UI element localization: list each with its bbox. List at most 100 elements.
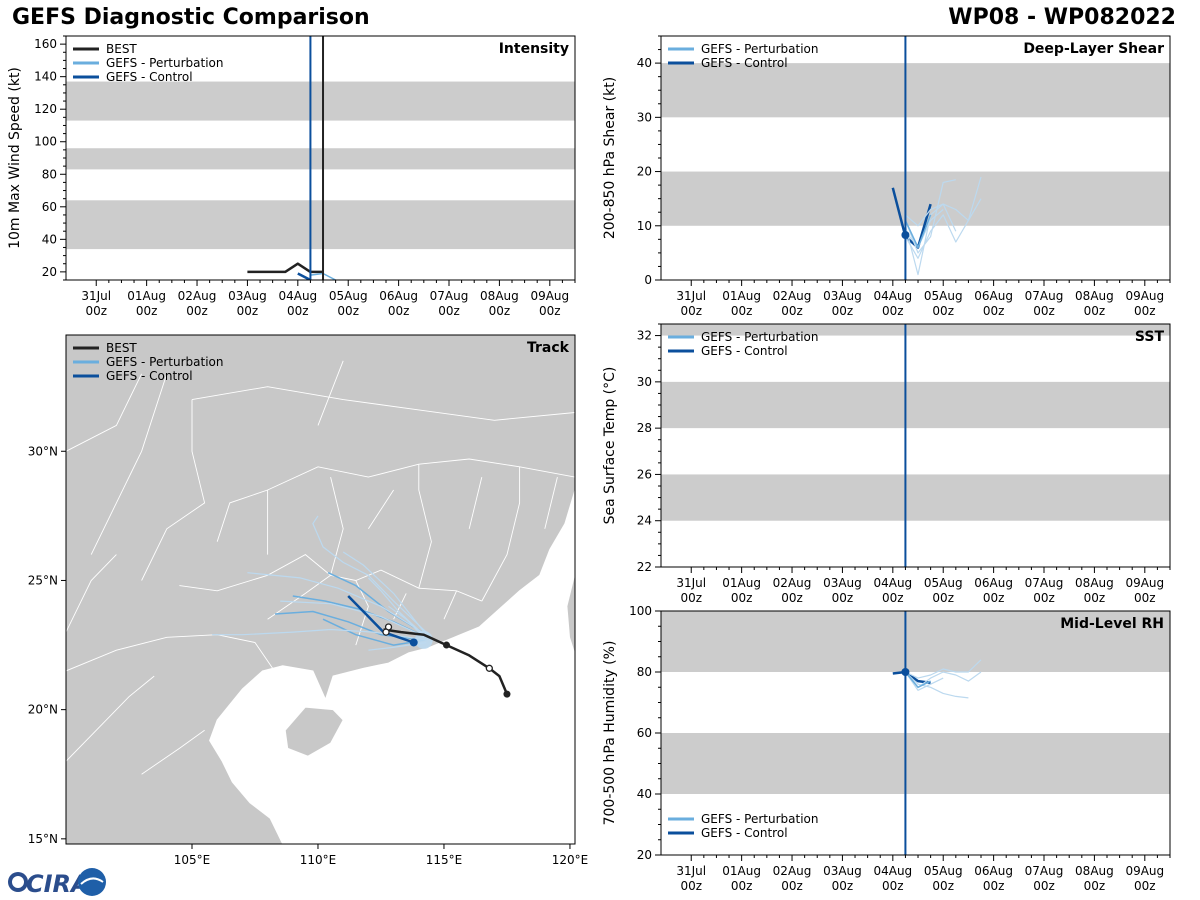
x-tick-label-hour: 00z (1033, 591, 1055, 605)
x-tick-label-hour: 00z (1134, 879, 1156, 893)
legend-label: GEFS - Control (701, 826, 788, 840)
perturbation-line (904, 671, 969, 699)
x-tick-label-date: 02Aug (773, 289, 812, 303)
rh-panel-title: Mid-Level RH (1060, 616, 1164, 632)
y-tick-label: 160 (34, 37, 57, 51)
perturbation-track (342, 551, 427, 636)
admin-border (179, 554, 482, 602)
perturbation-line (904, 671, 931, 689)
x-tick-label-date: 04Aug (873, 864, 912, 878)
perturbation-line (904, 214, 932, 249)
x-tick-label-date: 07Aug (1025, 289, 1064, 303)
x-tick-label: 115°E (426, 853, 463, 867)
x-tick-label-date: 06Aug (974, 289, 1013, 303)
x-tick-label-hour: 00z (983, 304, 1005, 318)
cira-logo: CIRA (6, 866, 106, 898)
admin-border (418, 464, 432, 589)
x-tick-label-date: 09Aug (530, 289, 569, 303)
category-band (661, 171, 1170, 226)
x-tick-label: 120°E (552, 853, 589, 867)
track-plot-area (66, 335, 575, 844)
y-tick-label: 0 (644, 273, 652, 287)
x-tick-label-hour: 00z (832, 304, 854, 318)
x-tick-label-hour: 00z (781, 304, 803, 318)
y-tick-label: 25°N (28, 573, 58, 587)
x-tick-label-date: 05Aug (924, 864, 963, 878)
figure-title: GEFS Diagnostic Comparison (12, 5, 370, 30)
x-tick-label-hour: 00z (731, 304, 753, 318)
sst-y-axis-label: Sea Surface Temp (°C) (602, 367, 618, 525)
x-tick-label-date: 09Aug (1125, 289, 1164, 303)
admin-border (267, 574, 331, 620)
y-tick-label: 20 (637, 165, 652, 179)
control-line (892, 670, 931, 684)
rh-plot-area (661, 611, 1170, 855)
x-tick-label-date: 05Aug (924, 289, 963, 303)
legend-label: GEFS - Perturbation (106, 355, 223, 369)
legend-label: GEFS - Perturbation (701, 42, 818, 56)
admin-border (66, 634, 273, 672)
x-tick-label-date: 06Aug (379, 289, 418, 303)
x-tick-label-hour: 00z (287, 304, 309, 318)
category-band (661, 381, 1170, 429)
x-tick-label: 110°E (300, 853, 337, 867)
x-tick-label-hour: 00z (1033, 304, 1055, 318)
x-tick-label-hour: 00z (932, 304, 954, 318)
land-mass (66, 335, 575, 844)
admin-border (330, 476, 344, 576)
x-tick-label-hour: 00z (136, 304, 158, 318)
control-track-open-point (382, 628, 390, 636)
track-frame (65, 334, 576, 845)
admin-border (443, 590, 458, 620)
best-track-open-point (485, 664, 493, 672)
y-tick-label: 20 (637, 848, 652, 862)
x-tick-label-hour: 00z (932, 591, 954, 605)
category-band (661, 611, 1170, 672)
best-track-point (442, 641, 450, 649)
x-tick-label-date: 01Aug (127, 289, 166, 303)
admin-border (66, 373, 143, 452)
perturbation-track (388, 605, 425, 638)
y-tick-label: 15°N (28, 832, 58, 846)
x-tick-label-date: 04Aug (278, 289, 317, 303)
control-track-point (409, 638, 418, 647)
rh-y-axis-label: 700-500 hPa Humidity (%) (602, 641, 618, 826)
y-tick-label: 60 (42, 200, 57, 214)
shear-y-axis-label: 200-850 hPa Shear (kt) (602, 77, 618, 239)
x-tick-label-date: 06Aug (974, 864, 1013, 878)
legend-label: GEFS - Control (106, 70, 193, 84)
x-tick-label-hour: 00z (731, 879, 753, 893)
x-tick-label-date: 02Aug (773, 576, 812, 590)
x-tick-label-hour: 00z (781, 879, 803, 893)
admin-border (141, 729, 205, 775)
admin-border (216, 489, 268, 542)
best-line (247, 262, 323, 274)
x-tick-label-hour: 00z (489, 304, 511, 318)
x-tick-label-hour: 00z (882, 591, 904, 605)
y-tick-label: 30 (637, 375, 652, 389)
intensity-y-axis-label: 10m Max Wind Speed (kt) (7, 67, 23, 249)
x-tick-label-date: 05Aug (329, 289, 368, 303)
legend-label: GEFS - Control (106, 369, 193, 383)
y-tick-label: 10 (637, 219, 652, 233)
perturbation-line (904, 176, 982, 276)
admin-border (191, 386, 575, 421)
x-tick-label-date: 31Jul (81, 289, 111, 303)
perturbation-track (312, 515, 430, 636)
x-tick-label-date: 04Aug (873, 576, 912, 590)
control-line (297, 272, 311, 280)
y-tick-label: 20 (42, 265, 57, 279)
legend-label: GEFS - Perturbation (106, 56, 223, 70)
x-tick-label-hour: 00z (337, 304, 359, 318)
y-tick-label: 22 (637, 560, 652, 574)
hainan-island (284, 706, 344, 757)
x-tick-label-date: 04Aug (873, 289, 912, 303)
x-tick-label-hour: 00z (882, 879, 904, 893)
x-tick-label-hour: 00z (438, 304, 460, 318)
x-tick-label-date: 09Aug (1125, 864, 1164, 878)
sst-plot-area (661, 324, 1170, 567)
legend-label: BEST (106, 341, 137, 355)
y-tick-label: 100 (629, 604, 652, 618)
x-tick-label-hour: 00z (680, 591, 702, 605)
